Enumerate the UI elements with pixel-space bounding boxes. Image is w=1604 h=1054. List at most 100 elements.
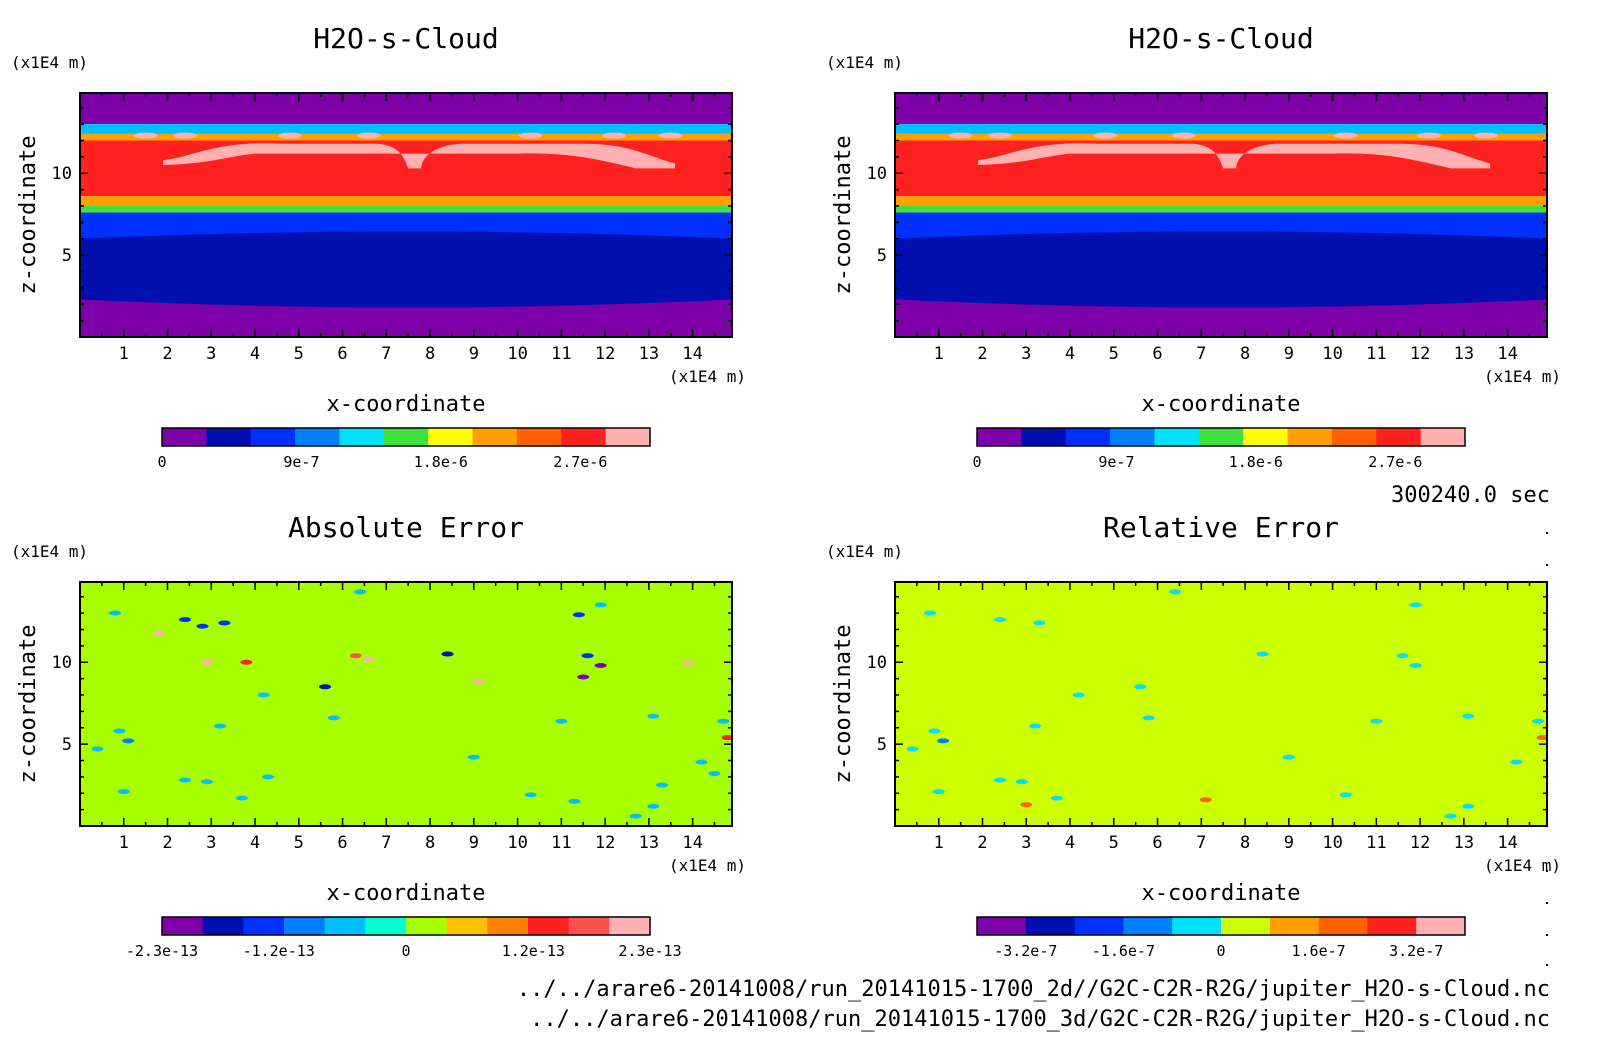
colorbar-label: -2.3e-13 bbox=[126, 942, 198, 960]
error-blob bbox=[682, 661, 695, 667]
x-tick-label: 10 bbox=[507, 833, 527, 853]
file-path-1: ../../arare6-20141008/run_20141015-1700_… bbox=[517, 977, 1550, 1002]
colorbar: 0 9e-7 1.8e-6 2.7e-6 bbox=[972, 427, 1466, 471]
plot-area bbox=[895, 93, 1547, 337]
colorbar-swatch bbox=[568, 917, 610, 935]
contour-background bbox=[895, 582, 1547, 826]
colorbar-swatch bbox=[516, 428, 562, 446]
colorbar-swatch bbox=[1367, 917, 1417, 935]
colorbar-swatch bbox=[1025, 917, 1076, 935]
y-tick-label: 10 bbox=[52, 164, 72, 184]
colorbar-frame bbox=[161, 916, 651, 936]
colorbar-swatch bbox=[1074, 917, 1124, 935]
error-blob bbox=[179, 617, 192, 623]
x-tick-label: 7 bbox=[1196, 344, 1206, 364]
colorbar-swatch bbox=[605, 428, 651, 446]
error-blob bbox=[994, 777, 1007, 783]
colorbar-label: 0 bbox=[972, 453, 981, 471]
error-blob bbox=[235, 795, 248, 801]
x-axis-label: x-coordinate bbox=[1142, 881, 1301, 906]
colorbar-swatch bbox=[1198, 428, 1244, 446]
error-blob bbox=[262, 774, 275, 780]
error-blob bbox=[581, 653, 594, 659]
x-tick-label: 6 bbox=[1152, 344, 1162, 364]
error-blob bbox=[196, 623, 209, 629]
x-tick-label: 1 bbox=[119, 344, 129, 364]
cloud-contour bbox=[163, 143, 676, 169]
plot-area bbox=[895, 582, 1547, 826]
time-label: 300240.0 sec bbox=[1391, 483, 1550, 508]
error-blob bbox=[708, 771, 721, 777]
contour-band bbox=[895, 196, 1547, 206]
error-blob bbox=[1444, 813, 1457, 819]
x-tick-label: 8 bbox=[425, 833, 435, 853]
x-tick-label: 12 bbox=[1410, 833, 1430, 853]
colorbar-swatch bbox=[561, 428, 607, 446]
contour-band bbox=[895, 238, 1547, 300]
x-tick-label: 3 bbox=[206, 344, 216, 364]
cloud-contour bbox=[988, 132, 1013, 139]
contour-band bbox=[80, 133, 732, 141]
error-blob bbox=[467, 754, 480, 760]
colorbar-label: 1.8e-6 bbox=[414, 453, 468, 471]
error-blob bbox=[240, 659, 253, 665]
contour-band bbox=[895, 140, 1547, 197]
error-blob bbox=[594, 602, 607, 608]
error-blob bbox=[555, 718, 568, 724]
x-tick-label: 12 bbox=[1410, 344, 1430, 364]
colorbar-label: 9e-7 bbox=[1098, 453, 1134, 471]
cloud-contour bbox=[1333, 132, 1358, 139]
error-blob bbox=[472, 679, 485, 685]
colorbar-swatch bbox=[1123, 917, 1173, 935]
colorbar-swatch bbox=[324, 917, 366, 935]
error-blob bbox=[327, 715, 340, 721]
x-unit-label: (x1E4 m) bbox=[1484, 367, 1561, 386]
colorbar: -3.2e-7 -1.6e-7 0 1.6e-7 3.2e-7 bbox=[976, 916, 1466, 960]
y-tick-label: 5 bbox=[877, 246, 887, 266]
cloud-contour bbox=[356, 132, 381, 139]
x-tick-label: 13 bbox=[1454, 833, 1474, 853]
error-blob bbox=[319, 684, 332, 690]
y-tick-label: 5 bbox=[62, 735, 72, 755]
colorbar-swatch bbox=[446, 917, 488, 935]
x-tick-label: 9 bbox=[469, 344, 479, 364]
x-tick-label: 13 bbox=[639, 833, 659, 853]
x-tick-label: 6 bbox=[1152, 833, 1162, 853]
x-tick-label: 14 bbox=[682, 833, 702, 853]
error-blob bbox=[1462, 713, 1475, 719]
colorbar-swatch bbox=[977, 428, 1022, 446]
error-blob bbox=[937, 738, 950, 744]
error-blob bbox=[441, 651, 454, 657]
x-tick-label: 11 bbox=[1366, 833, 1386, 853]
error-blob bbox=[1033, 620, 1046, 626]
error-blob bbox=[349, 653, 362, 659]
error-blob bbox=[117, 789, 130, 795]
error-blob bbox=[524, 792, 537, 798]
cloud-contour bbox=[173, 132, 198, 139]
x-tick-label: 14 bbox=[682, 344, 702, 364]
chart-title: Absolute Error bbox=[288, 511, 524, 544]
colorbar-swatch bbox=[202, 917, 244, 935]
y-unit-label: (x1E4 m) bbox=[826, 53, 903, 72]
colorbar-label: 2.7e-6 bbox=[553, 453, 607, 471]
y-axis-label: z-coordinate bbox=[831, 136, 856, 295]
colorbar-swatch bbox=[406, 917, 448, 935]
error-blob bbox=[179, 777, 192, 783]
colorbar-swatch bbox=[1416, 917, 1466, 935]
plot-frame bbox=[894, 581, 1548, 827]
error-blob bbox=[122, 738, 135, 744]
cloud-contour bbox=[1416, 132, 1441, 139]
colorbar-label: 0 bbox=[157, 453, 166, 471]
contour-band bbox=[895, 93, 1547, 125]
error-blob bbox=[928, 728, 941, 734]
colorbar-label: -1.6e-7 bbox=[1092, 942, 1155, 960]
colorbar-label: 1.2e-13 bbox=[502, 942, 565, 960]
colorbar-label: 2.7e-6 bbox=[1368, 453, 1422, 471]
y-axis-label: z-coordinate bbox=[16, 136, 41, 295]
error-blob bbox=[218, 620, 231, 626]
plot-frame bbox=[79, 581, 733, 827]
side-dots bbox=[1546, 532, 1548, 966]
x-tick-label: 4 bbox=[250, 344, 260, 364]
colorbar-swatch bbox=[1331, 428, 1377, 446]
colorbar-frame bbox=[161, 427, 651, 447]
